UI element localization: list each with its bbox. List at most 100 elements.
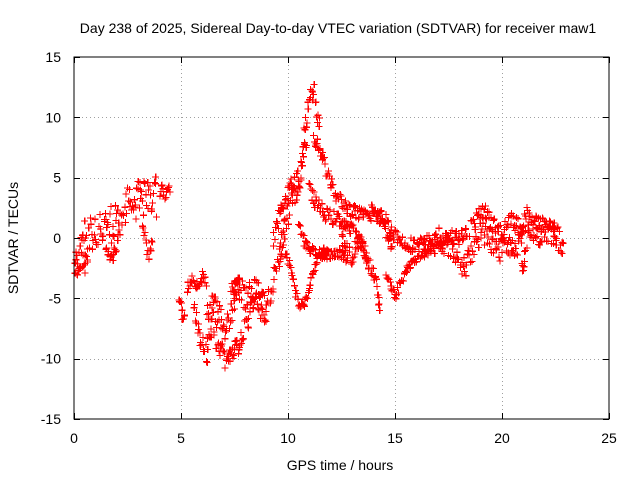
data-point xyxy=(278,203,286,211)
data-point xyxy=(475,243,483,251)
data-point xyxy=(140,211,148,219)
data-point xyxy=(203,335,211,342)
data-point xyxy=(244,324,252,332)
data-point xyxy=(346,229,354,237)
data-point xyxy=(392,227,400,235)
data-point xyxy=(217,305,225,313)
data-point xyxy=(302,293,310,301)
data-point xyxy=(228,317,236,325)
data-point xyxy=(321,217,329,225)
data-point xyxy=(198,267,206,275)
data-point xyxy=(387,278,394,286)
data-point xyxy=(132,184,140,192)
data-point xyxy=(140,232,148,239)
data-point xyxy=(235,346,243,354)
data-point xyxy=(292,185,300,193)
data-point xyxy=(415,239,423,247)
data-point xyxy=(435,244,443,252)
data-point xyxy=(456,235,464,243)
data-point xyxy=(196,282,203,290)
data-point xyxy=(435,224,443,232)
data-point xyxy=(320,153,328,161)
data-point xyxy=(103,244,111,252)
x-tick-label: 0 xyxy=(70,430,78,446)
data-point xyxy=(321,160,329,168)
data-point xyxy=(303,238,310,246)
data-point xyxy=(219,347,227,355)
data-point xyxy=(273,219,281,227)
data-point xyxy=(287,263,295,271)
data-point xyxy=(244,289,252,297)
data-point xyxy=(285,211,293,219)
data-point xyxy=(326,206,334,214)
data-point xyxy=(161,195,169,203)
data-point xyxy=(82,253,90,260)
x-axis-label: GPS time / hours xyxy=(287,457,394,473)
data-point xyxy=(482,223,490,230)
data-point xyxy=(144,186,152,194)
data-point xyxy=(350,253,358,261)
data-point xyxy=(300,231,308,239)
data-point xyxy=(362,249,370,257)
data-point xyxy=(324,211,332,219)
data-point xyxy=(202,282,210,290)
data-point xyxy=(284,220,292,228)
axis-ticks xyxy=(74,57,610,420)
data-point xyxy=(224,310,232,318)
data-point xyxy=(319,252,327,260)
data-point xyxy=(109,256,117,264)
data-point xyxy=(390,285,398,293)
data-point xyxy=(208,304,216,312)
data-point xyxy=(310,131,318,139)
data-point xyxy=(165,182,173,190)
data-point xyxy=(538,238,546,246)
data-point xyxy=(257,304,265,312)
data-point xyxy=(280,217,288,225)
data-point xyxy=(523,244,531,252)
data-point xyxy=(520,263,528,271)
data-point xyxy=(81,269,89,277)
data-point xyxy=(230,305,238,313)
data-point xyxy=(145,255,153,263)
y-axis-label: SDTVAR / TECUs xyxy=(5,182,21,294)
data-point xyxy=(211,293,219,301)
data-point xyxy=(314,135,321,143)
data-point xyxy=(84,256,92,264)
data-point xyxy=(303,119,311,127)
data-point xyxy=(181,312,189,320)
data-point xyxy=(240,335,247,343)
data-point xyxy=(494,243,502,251)
data-point xyxy=(299,162,307,170)
data-point xyxy=(367,217,375,225)
data-point xyxy=(126,198,134,206)
data-point xyxy=(230,351,238,359)
data-point xyxy=(148,238,156,246)
y-tick-label: -5 xyxy=(49,290,62,306)
data-point xyxy=(531,218,539,226)
data-point xyxy=(512,250,520,258)
x-tick-label: 5 xyxy=(177,430,185,446)
data-point xyxy=(199,274,207,282)
data-point xyxy=(315,196,323,204)
data-point xyxy=(342,197,350,205)
data-point xyxy=(338,203,346,211)
data-point xyxy=(91,215,99,223)
data-point xyxy=(551,225,558,233)
data-point xyxy=(281,215,289,223)
data-point xyxy=(306,281,314,289)
data-point xyxy=(216,302,224,310)
data-point xyxy=(471,223,479,231)
data-point xyxy=(236,341,244,349)
data-point xyxy=(192,308,200,316)
data-point xyxy=(224,314,232,322)
data-point xyxy=(314,111,322,119)
data-point xyxy=(105,231,113,239)
data-point xyxy=(243,315,251,323)
data-point xyxy=(503,221,511,228)
data-point xyxy=(260,292,268,299)
data-point xyxy=(467,242,475,250)
data-point xyxy=(298,159,306,167)
data-point xyxy=(291,282,299,290)
data-point xyxy=(431,249,439,257)
